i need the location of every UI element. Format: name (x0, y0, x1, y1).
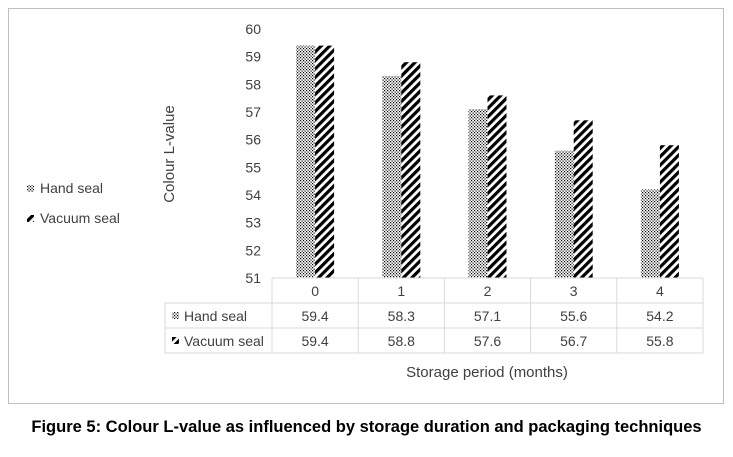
bar-vacuum-seal-4 (659, 145, 679, 278)
data-label: 57.6 (474, 333, 501, 349)
y-tick-label: 60 (245, 21, 261, 37)
x-tick-label: 3 (570, 283, 578, 299)
bar-vacuum-seal-2 (487, 95, 507, 279)
data-label: 56.7 (560, 333, 587, 349)
data-label: 54.2 (646, 308, 673, 324)
data-label: 59.4 (301, 333, 328, 349)
data-label: 58.8 (388, 333, 415, 349)
bars (296, 45, 679, 279)
x-tick-label: 2 (484, 283, 492, 299)
table-row-header: Hand seal (184, 308, 247, 324)
y-tick-label: 52 (245, 242, 261, 258)
bar-vacuum-seal-0 (315, 45, 335, 278)
data-table: 0 1 2 3 4 Hand seal 59.4 58.3 57.1 55.6 54.2 Vacuum… (164, 277, 704, 354)
bar-hand-seal-3 (554, 150, 574, 278)
y-tick-label: 59 (245, 49, 261, 65)
legend-label: Hand seal (40, 180, 103, 196)
bar-hand-seal-2 (468, 109, 488, 278)
y-tick-label: 53 (245, 215, 261, 231)
y-axis-ticks: 51 52 53 54 55 56 57 58 59 60 (245, 21, 261, 286)
y-tick-label: 54 (245, 187, 261, 203)
y-tick-label: 51 (245, 270, 261, 286)
x-axis-label: Storage period (months) (406, 364, 568, 381)
x-tick-label: 1 (397, 283, 405, 299)
bar-vacuum-seal-1 (401, 62, 421, 279)
data-label: 55.6 (560, 308, 587, 324)
data-label: 57.1 (474, 308, 501, 324)
x-tick-label: 0 (311, 283, 319, 299)
bar-chart: Colour L-value Storage period (months) 5… (27, 21, 704, 381)
legend-label: Vacuum seal (40, 210, 120, 226)
bar-vacuum-seal-3 (573, 120, 593, 278)
y-tick-label: 56 (245, 132, 261, 148)
chart-frame (8, 8, 724, 404)
data-label: 55.8 (646, 333, 673, 349)
y-tick-label: 55 (245, 159, 261, 175)
table-row-header: Vacuum seal (184, 333, 264, 349)
legend-swatch (27, 185, 34, 192)
bar-hand-seal-4 (640, 189, 660, 278)
data-label: 58.3 (388, 308, 415, 324)
legend-swatch (27, 215, 34, 222)
x-tick-label: 4 (656, 283, 664, 299)
y-tick-label: 58 (245, 76, 261, 92)
figure-caption: Figure 5: Colour L-value as influenced b… (31, 418, 702, 436)
table-legend-swatch (172, 312, 179, 319)
table-legend-swatch (172, 337, 179, 344)
y-tick-label: 57 (245, 104, 261, 120)
bar-hand-seal-0 (296, 45, 316, 278)
bar-hand-seal-1 (382, 76, 402, 279)
data-label: 59.4 (301, 308, 328, 324)
y-axis-label: Colour L-value (161, 105, 178, 203)
legend: Hand seal Vacuum seal (27, 180, 120, 226)
